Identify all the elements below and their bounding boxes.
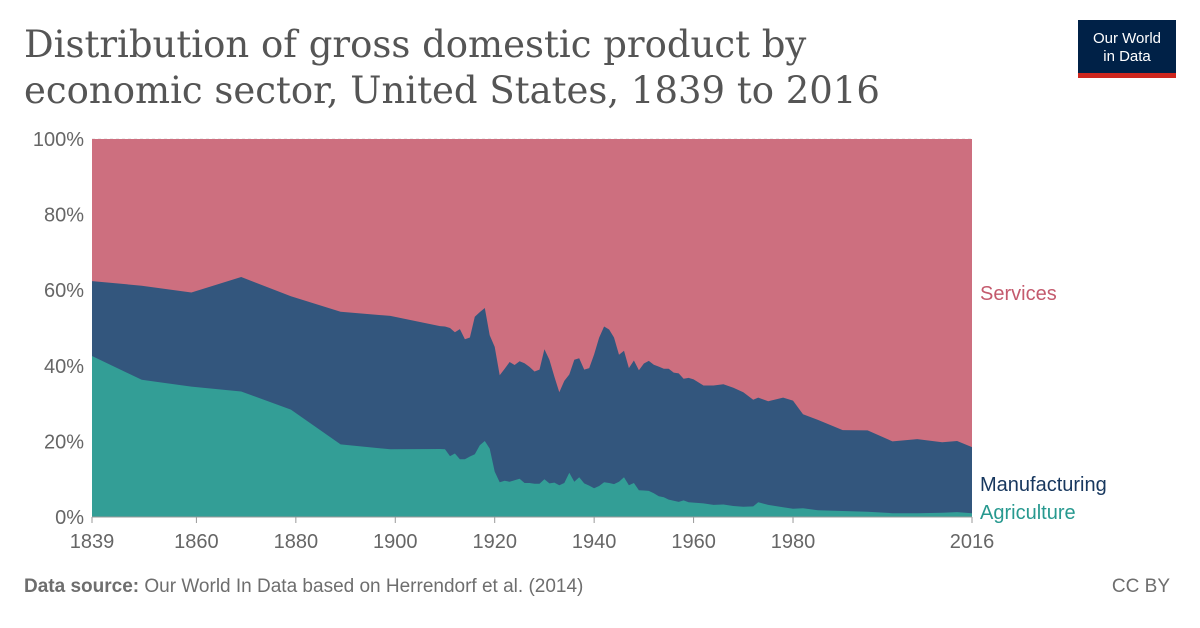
axes: 0% 20% 40% 60% 80% 100% 1839 1860 1880 1900 1920 19…: [33, 129, 994, 553]
x-tick-label-2016: 2016: [950, 531, 995, 553]
x-tick-label-1940: 1940: [572, 531, 617, 553]
x-tick-label-1880: 1880: [274, 531, 319, 553]
agriculture-label: Agriculture: [980, 502, 1076, 524]
x-tick-label-1839: 1839: [70, 531, 115, 553]
chart-title: Distribution of gross domestic product b…: [24, 23, 880, 112]
y-tick-label-60: 60%: [44, 280, 84, 302]
series-labels: Services Manufacturing Agriculture: [980, 283, 1107, 524]
x-tick-label-1960: 1960: [671, 531, 716, 553]
stacked-areas: [92, 139, 972, 517]
owid-logo[interactable]: Our World in Data: [1078, 20, 1176, 78]
x-tick-label-1980: 1980: [771, 531, 816, 553]
data-source: Data source: Our World In Data based on …: [24, 576, 583, 598]
x-tick-label-1900: 1900: [373, 531, 418, 553]
data-source-text[interactable]: Our World In Data based on Herrendorf et…: [144, 576, 584, 597]
logo-line-2: in Data: [1103, 48, 1151, 65]
y-tick-label-40: 40%: [44, 356, 84, 378]
data-source-label: Data source:: [24, 576, 140, 597]
y-tick-label-20: 20%: [44, 431, 84, 453]
manufacturing-label: Manufacturing: [980, 474, 1107, 496]
y-tick-label-80: 80%: [44, 205, 84, 227]
services-label: Services: [980, 283, 1057, 305]
agriculture-area: [92, 356, 972, 517]
x-tick-label-1920: 1920: [472, 531, 517, 553]
license-link[interactable]: CC BY: [1111, 576, 1170, 597]
logo-line-1: Our World: [1092, 30, 1162, 47]
y-tick-label-0: 0%: [55, 507, 84, 529]
x-tick-label-1860: 1860: [174, 531, 219, 553]
y-tick-label-100: 100%: [33, 129, 84, 151]
